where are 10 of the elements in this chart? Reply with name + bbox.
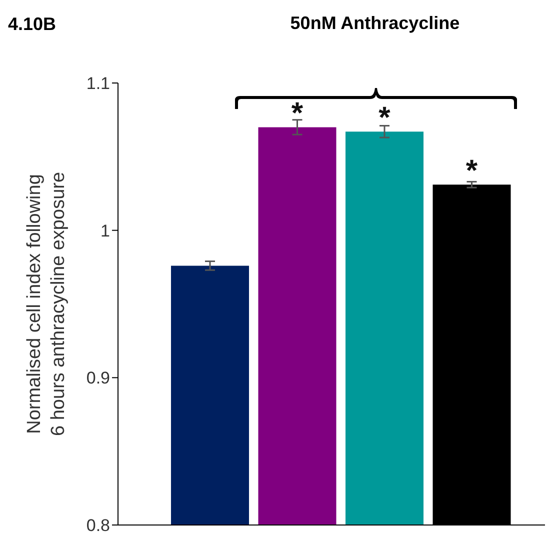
y-axis-title: Normalised cell index following 6 hours anthracycline exposure	[24, 172, 69, 436]
y-tick-label: 0.8	[86, 516, 110, 534]
data-label: *	[291, 97, 304, 130]
text: 50nM Anthracycline	[290, 12, 460, 35]
y-tick-label: 0.9	[86, 368, 110, 388]
y-tick-label: 1.1	[86, 74, 110, 94]
data-label: *	[378, 102, 391, 135]
chart-title: 4.10B	[8, 14, 56, 35]
data-label: *	[466, 154, 478, 188]
y-tick-label: 1	[100, 221, 110, 240]
